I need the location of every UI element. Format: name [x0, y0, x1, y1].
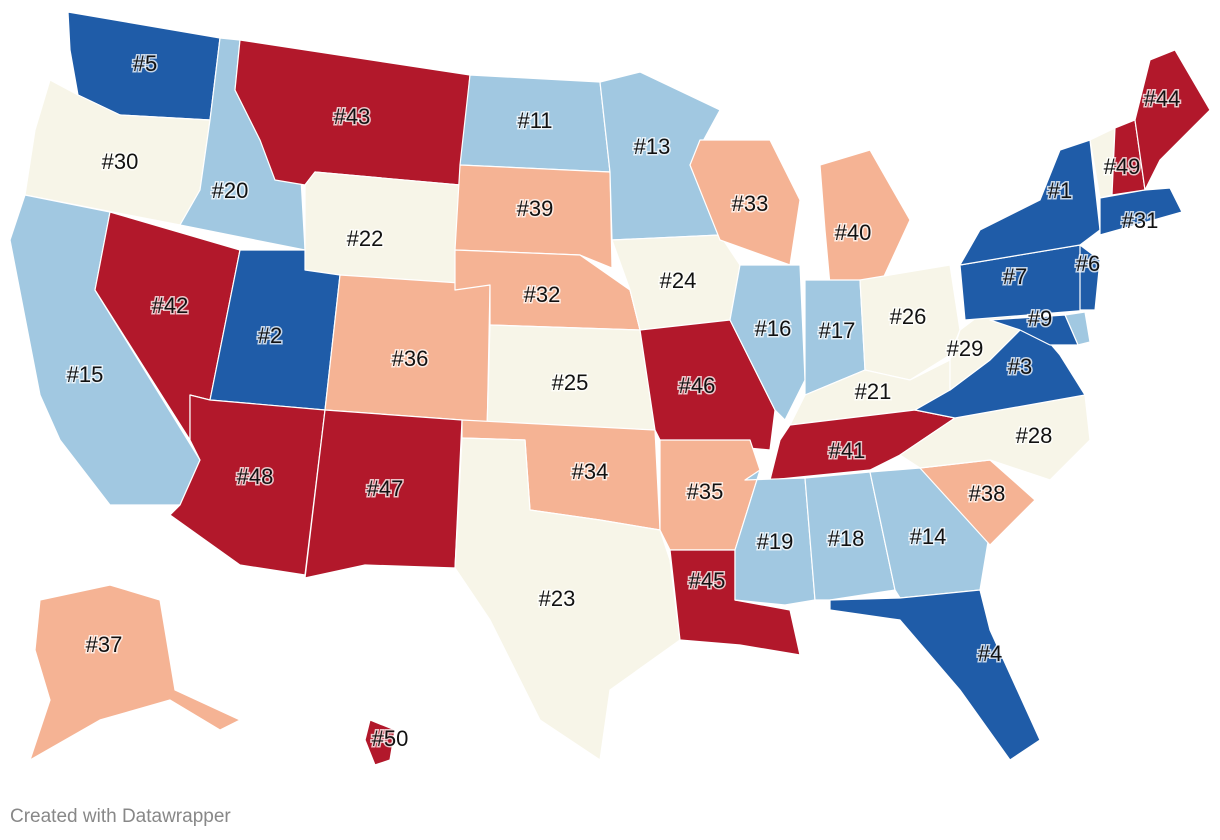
state — [1134, 49, 1211, 191]
state-label: #36 — [392, 346, 429, 371]
state — [304, 409, 463, 579]
state-label: #17 — [819, 318, 856, 343]
state — [729, 264, 806, 421]
state — [1099, 187, 1183, 236]
state-label: #24 — [660, 268, 697, 293]
state-label: #35 — [687, 479, 724, 504]
state-label: #40 — [835, 220, 872, 245]
state-label: #25 — [552, 370, 589, 395]
state-label: #16 — [755, 316, 792, 341]
state-label: #4 — [978, 641, 1002, 666]
state-label: #38 — [969, 481, 1006, 506]
state — [1079, 244, 1101, 311]
state-label: #14 — [910, 524, 947, 549]
state-label: #47 — [367, 476, 404, 501]
state-label: #23 — [539, 586, 576, 611]
state-label: #29 — [947, 336, 984, 361]
state-label: #11 — [517, 108, 552, 133]
state-label: #19 — [757, 529, 794, 554]
state-label: #7 — [1003, 264, 1027, 289]
state — [364, 719, 396, 766]
state-label: #21 — [855, 379, 892, 404]
state-label: #44 — [1144, 86, 1181, 111]
state-label: #18 — [828, 526, 865, 551]
state — [819, 149, 911, 286]
footer: Created with Datawrapper — [10, 806, 231, 827]
state-label: #6 — [1076, 251, 1100, 276]
state-label: #15 — [67, 362, 104, 387]
state-label: #26 — [890, 304, 927, 329]
state-label: #2 — [258, 323, 282, 348]
state-label: #46 — [679, 373, 716, 398]
state-label: #30 — [102, 149, 139, 174]
state — [829, 589, 1041, 761]
state-label: #39 — [517, 196, 554, 221]
state-label: #48 — [237, 464, 274, 489]
state — [454, 164, 613, 269]
state-label: #13 — [634, 134, 671, 159]
state-label: #42 — [152, 293, 189, 318]
state-label: #50 — [372, 726, 409, 751]
state-label: #20 — [212, 178, 249, 203]
state-label: #37 — [86, 632, 123, 657]
state-label: #43 — [334, 104, 371, 129]
state-label: #31 — [1122, 208, 1159, 233]
states — [9, 11, 1211, 766]
state-label: #22 — [347, 226, 384, 251]
state-label: #49 — [1104, 154, 1141, 179]
state-label: #33 — [732, 191, 769, 216]
state-label: #5 — [133, 51, 157, 76]
state — [804, 471, 896, 601]
state — [959, 139, 1101, 266]
state-label: #28 — [1016, 423, 1053, 448]
state — [29, 584, 241, 761]
state-label: #3 — [1008, 354, 1032, 379]
state-label: #32 — [524, 282, 561, 307]
state-label: #1 — [1048, 178, 1072, 203]
state-label: #41 — [829, 438, 866, 463]
state — [989, 314, 1079, 346]
state-label: #9 — [1028, 306, 1052, 331]
state-label: #34 — [572, 459, 609, 484]
labels: #5 #30 #20 #43 #22 #15 #42 #2 #48 #36 #47 #11 #39 #32… — [65, 49, 1182, 752]
state-label: #45 — [689, 568, 726, 593]
